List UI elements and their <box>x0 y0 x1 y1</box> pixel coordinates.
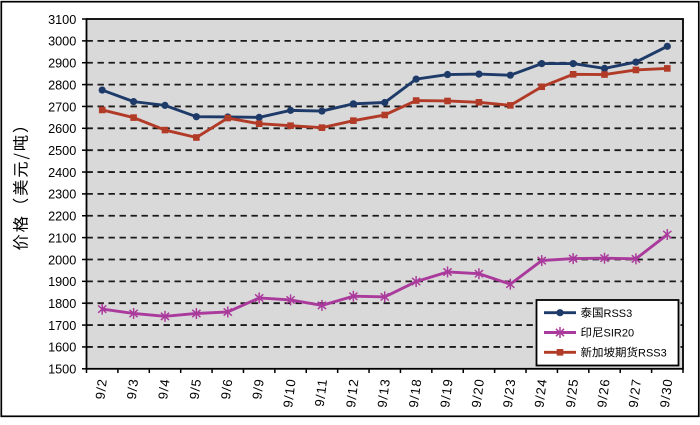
svg-text:9/24: 9/24 <box>531 377 549 408</box>
svg-text:3000: 3000 <box>48 35 76 49</box>
svg-text:9/12: 9/12 <box>343 377 361 408</box>
svg-text:9/10: 9/10 <box>280 377 298 408</box>
svg-text:2400: 2400 <box>48 166 76 180</box>
svg-text:9/23: 9/23 <box>500 377 518 408</box>
svg-text:2700: 2700 <box>48 100 76 114</box>
svg-text:9/27: 9/27 <box>626 377 644 408</box>
svg-text:2600: 2600 <box>48 122 76 136</box>
svg-text:SIR20: SIR20 <box>604 328 635 340</box>
svg-text:2000: 2000 <box>48 253 76 267</box>
svg-text:1600: 1600 <box>48 341 76 355</box>
svg-text:9/25: 9/25 <box>563 377 581 408</box>
svg-text:9/11: 9/11 <box>312 377 330 407</box>
svg-text:9/4: 9/4 <box>155 377 172 400</box>
svg-text:RSS3: RSS3 <box>604 308 633 320</box>
svg-text:1900: 1900 <box>48 275 76 289</box>
svg-text:2900: 2900 <box>48 57 76 71</box>
svg-text:1700: 1700 <box>48 319 76 333</box>
svg-text:2200: 2200 <box>48 210 76 224</box>
svg-text:2100: 2100 <box>48 231 76 245</box>
svg-text:3100: 3100 <box>48 13 76 27</box>
svg-text:9/2: 9/2 <box>92 377 109 400</box>
svg-text:9/26: 9/26 <box>594 377 612 408</box>
svg-text:9/9: 9/9 <box>249 377 266 400</box>
svg-text:2300: 2300 <box>48 188 76 202</box>
svg-text:1800: 1800 <box>48 297 76 311</box>
svg-text:2800: 2800 <box>48 78 76 92</box>
svg-text:9/3: 9/3 <box>124 377 141 400</box>
svg-text:9/13: 9/13 <box>374 377 392 408</box>
svg-text:2500: 2500 <box>48 144 76 158</box>
svg-text:9/18: 9/18 <box>406 377 424 408</box>
svg-text:9/30: 9/30 <box>657 377 675 408</box>
svg-text:9/20: 9/20 <box>469 377 487 408</box>
svg-text:RSS3: RSS3 <box>638 347 667 359</box>
svg-text:9/5: 9/5 <box>187 377 204 400</box>
svg-text:9/6: 9/6 <box>218 377 235 400</box>
svg-text:9/19: 9/19 <box>437 377 455 408</box>
svg-text:1500: 1500 <box>48 363 76 377</box>
